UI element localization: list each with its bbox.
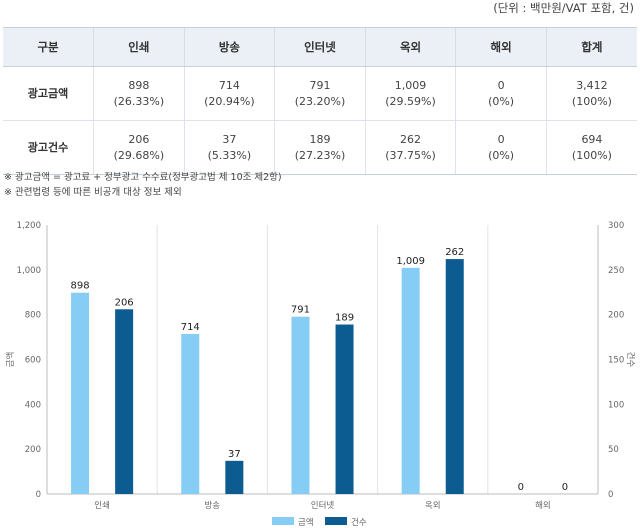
table-cell: 0 (0%) xyxy=(455,120,547,175)
data-label: 206 xyxy=(115,297,134,308)
footnote-amount-definition: ※ 광고금액 = 광고료 + 정부광고 수수료(정부광고법 제 10조 제2항) xyxy=(4,172,282,183)
header-overseas: 해외 xyxy=(455,27,547,67)
cell-percent: (37.75%) xyxy=(385,148,436,162)
cell-value: 714 xyxy=(218,78,240,92)
row-label-amount: 광고금액 xyxy=(3,66,94,121)
y-tick-label-right: 250 xyxy=(608,266,624,276)
footnotes: ※ 광고금액 = 광고료 + 정부광고 수수료(정부광고법 제 10조 제2항)… xyxy=(4,170,282,200)
data-label: 791 xyxy=(291,305,310,316)
data-label: 0 xyxy=(518,482,524,493)
header-total: 합계 xyxy=(545,27,637,67)
cell-value: 791 xyxy=(309,78,331,92)
legend-label: 금액 xyxy=(298,517,314,528)
bar-건수 xyxy=(335,324,354,494)
data-label: 1,009 xyxy=(396,256,425,267)
y-tick-label-left: 800 xyxy=(25,311,41,321)
bar-건수 xyxy=(445,259,464,494)
data-label: 898 xyxy=(71,281,90,292)
legend-swatch xyxy=(272,517,294,525)
table-cell: 3,412 (100%) xyxy=(545,66,637,121)
table-row: 광고건수 206 (29.68%) 37 (5.33%) 189 (27.23%) 2… xyxy=(3,120,637,175)
y-tick-label-left: 1,200 xyxy=(17,221,41,231)
bar-금액 xyxy=(401,267,420,494)
cell-value: 206 xyxy=(128,132,150,146)
cell-percent: (29.68%) xyxy=(113,148,165,162)
table-cell: 714 (20.94%) xyxy=(183,66,275,121)
x-tick-label: 인터넷 xyxy=(311,500,335,511)
bar-금액 xyxy=(71,292,90,494)
cell-value: 37 xyxy=(222,132,237,146)
y-tick-label-left: 1,000 xyxy=(17,266,41,276)
y-axis-title-right: 건수 xyxy=(625,352,636,368)
table-cell: 262 (37.75%) xyxy=(364,120,456,175)
y-tick-label-right: 50 xyxy=(608,445,619,455)
bar-건수 xyxy=(225,460,244,494)
y-tick-label-left: 600 xyxy=(25,356,41,366)
x-tick-label: 인쇄 xyxy=(94,500,110,511)
cell-value: 694 xyxy=(581,132,603,146)
table-cell: 189 (27.23%) xyxy=(274,120,366,175)
table-row: 광고금액 898 (26.33%) 714 (20.94%) 791 (23.20%)… xyxy=(3,66,637,121)
bar-건수 xyxy=(115,309,134,494)
table-header-row: 구분 인쇄 방송 인터넷 옥외 해외 합계 xyxy=(3,27,637,67)
cell-percent: (100%) xyxy=(571,94,612,108)
data-label: 189 xyxy=(335,313,354,324)
y-tick-label-right: 150 xyxy=(608,356,624,366)
y-tick-label-left: 400 xyxy=(25,400,41,410)
footnote-disclosure: ※ 관련법령 등에 따른 비공개 대상 정보 제외 xyxy=(4,187,182,198)
table-cell: 0 (0%) xyxy=(455,66,547,121)
table-cell: 898 (26.33%) xyxy=(93,66,185,121)
dual-axis-bar-chart: 0 200 400 600 800 1,000 1,200 0 50 100 150 200 250 30… xyxy=(5,221,636,528)
table-cell: 37 (5.33%) xyxy=(183,120,275,175)
cell-percent: (27.23%) xyxy=(294,148,346,162)
header-category: 구분 xyxy=(3,27,94,67)
data-label: 0 xyxy=(562,482,568,493)
x-tick-label: 해외 xyxy=(535,500,551,511)
x-tick-label: 방송 xyxy=(204,500,220,511)
y-tick-label-right: 200 xyxy=(608,311,624,321)
data-label: 262 xyxy=(445,247,464,258)
y-tick-label-left: 200 xyxy=(25,445,41,455)
cell-value: 262 xyxy=(400,132,422,146)
cell-percent: (0%) xyxy=(488,148,515,162)
cell-value: 0 xyxy=(497,132,505,146)
y-tick-label-right: 0 xyxy=(608,490,613,500)
cell-percent: (0%) xyxy=(488,94,515,108)
bar-금액 xyxy=(181,333,200,494)
cell-value: 898 xyxy=(128,78,150,92)
data-label: 714 xyxy=(181,322,200,333)
table-cell: 1,009 (29.59%) xyxy=(364,66,456,121)
y-axis-title-left: 금액 xyxy=(5,352,16,368)
cell-percent: (20.94%) xyxy=(204,94,255,108)
bar-금액 xyxy=(291,316,310,494)
row-label-count: 광고건수 xyxy=(3,120,94,175)
advertising-summary-table: 구분 인쇄 방송 인터넷 옥외 해외 합계 광고금액 898 (26.33%) 7… xyxy=(3,27,637,175)
table-cell: 206 (29.68%) xyxy=(93,120,185,175)
legend-label: 건수 xyxy=(351,517,367,528)
y-tick-label-right: 300 xyxy=(608,221,624,231)
header-broadcast: 방송 xyxy=(183,27,275,67)
cell-percent: (29.59%) xyxy=(385,94,436,108)
cell-percent: (5.33%) xyxy=(207,148,252,162)
cell-value: 1,009 xyxy=(394,78,427,92)
unit-note: (단위 : 백만원/VAT 포함, 건) xyxy=(493,1,634,15)
header-print: 인쇄 xyxy=(93,27,185,67)
y-tick-label-right: 100 xyxy=(608,400,624,410)
cell-value: 189 xyxy=(309,132,331,146)
cell-percent: (100%) xyxy=(571,148,612,162)
y-tick-label-left: 0 xyxy=(36,490,41,500)
cell-value: 0 xyxy=(497,78,505,92)
data-label: 37 xyxy=(228,449,241,460)
cell-value: 3,412 xyxy=(576,78,608,92)
header-internet: 인터넷 xyxy=(274,27,366,67)
legend-swatch xyxy=(325,517,347,525)
table-cell: 694 (100%) xyxy=(545,120,637,175)
cell-percent: (26.33%) xyxy=(113,94,165,108)
cell-percent: (23.20%) xyxy=(294,94,346,108)
table-cell: 791 (23.20%) xyxy=(274,66,366,121)
x-tick-label: 옥외 xyxy=(425,500,441,511)
header-outdoor: 옥외 xyxy=(364,27,456,67)
